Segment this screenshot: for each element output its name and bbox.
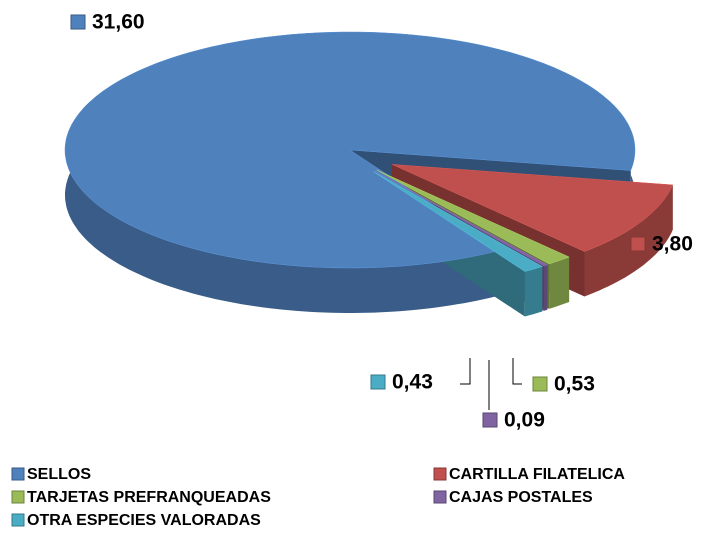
label-swatch (630, 236, 646, 252)
label-swatch (532, 376, 548, 392)
label-swatch (482, 412, 498, 428)
legend-label: TARJETAS PREFRANQUEADAS (27, 489, 271, 506)
legend-swatch (433, 490, 447, 504)
legend-swatch (11, 467, 25, 481)
leader-line (460, 358, 471, 385)
data-label: 3,80 (652, 233, 693, 256)
legend-label: CAJAS POSTALES (449, 489, 593, 506)
data-label: 0,09 (504, 409, 545, 432)
slice (376, 169, 570, 265)
legend-swatch (11, 490, 25, 504)
legend-swatch (433, 467, 447, 481)
slice (373, 171, 543, 272)
slice-side (543, 264, 548, 311)
data-label: 0,53 (554, 373, 595, 396)
slice (391, 164, 674, 252)
legend-label: OTRA ESPECIES VALORADAS (27, 512, 261, 529)
label-swatch (370, 374, 386, 390)
legend-swatch (11, 513, 25, 527)
data-labels: 31,60 3,80 0,53 0,09 0,43 (70, 11, 693, 432)
slice-side (524, 266, 543, 317)
data-label: 31,60 (92, 11, 145, 34)
pie-tops (64, 31, 674, 272)
data-label: 0,43 (392, 371, 433, 394)
leader-line (512, 358, 522, 385)
slice-side (549, 257, 570, 309)
legend-label: SELLOS (27, 466, 91, 483)
slice-side (584, 184, 673, 297)
slice (64, 31, 636, 269)
label-swatch (70, 14, 86, 30)
legend: SELLOS CARTILLA FILATELICA TARJETAS PREFRA… (11, 466, 625, 529)
legend-label: CARTILLA FILATELICA (449, 466, 625, 483)
slice (374, 170, 549, 267)
